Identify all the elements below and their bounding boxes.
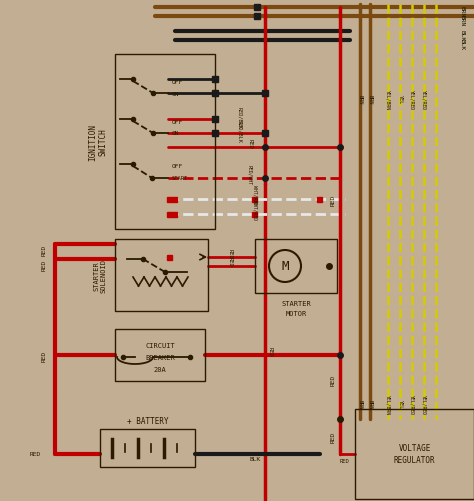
Bar — [167, 212, 173, 217]
Text: YEL/BRN: YEL/BRN — [385, 394, 391, 414]
Text: MOTOR: MOTOR — [285, 311, 307, 316]
Text: RED: RED — [228, 257, 233, 267]
Text: BLK: BLK — [249, 456, 261, 461]
Text: VOLTAGE: VOLTAGE — [398, 443, 431, 452]
Text: ON: ON — [172, 131, 180, 136]
Text: WHT/RED: WHT/RED — [253, 184, 257, 204]
Bar — [100, 429, 195, 467]
Text: BLK: BLK — [459, 31, 465, 42]
Text: BRN: BRN — [459, 7, 465, 18]
Bar — [212, 91, 218, 97]
Text: RED: RED — [340, 458, 350, 463]
Text: OFF: OFF — [172, 119, 183, 124]
Text: REGULATOR: REGULATOR — [394, 455, 435, 464]
Text: RED: RED — [330, 430, 336, 442]
Text: RED/BLK: RED/BLK — [237, 107, 243, 129]
Text: YEL/RED: YEL/RED — [410, 394, 414, 414]
Text: OFF: OFF — [172, 164, 183, 169]
Text: OFF: OFF — [172, 79, 183, 84]
Bar — [212, 117, 218, 123]
Text: 20A: 20A — [154, 366, 166, 372]
Text: BRN: BRN — [459, 16, 465, 27]
Bar — [254, 14, 260, 20]
Text: BRN: BRN — [367, 399, 373, 409]
Text: BRN: BRN — [357, 399, 363, 409]
Text: BREAKER: BREAKER — [145, 354, 175, 360]
Text: YEL/BRN: YEL/BRN — [385, 90, 391, 110]
Text: WHT/RED: WHT/RED — [253, 199, 257, 219]
Bar — [262, 91, 268, 97]
Bar — [173, 197, 177, 202]
Text: RED: RED — [42, 244, 46, 255]
Bar — [318, 197, 322, 202]
Bar — [115, 329, 205, 381]
Text: RED: RED — [228, 248, 233, 259]
Bar — [254, 5, 260, 11]
Bar — [167, 255, 173, 260]
Bar — [115, 239, 208, 312]
Text: ON: ON — [172, 91, 180, 96]
Bar — [262, 131, 268, 137]
Bar — [253, 197, 257, 202]
Text: RED: RED — [29, 451, 41, 456]
Bar — [212, 77, 218, 83]
Text: RED: RED — [247, 139, 253, 149]
Text: BLK: BLK — [459, 39, 465, 51]
Bar — [255, 239, 337, 294]
Text: BRN: BRN — [357, 95, 363, 105]
Bar — [115, 55, 215, 229]
Text: CIRCUIT: CIRCUIT — [145, 342, 175, 348]
Bar — [212, 131, 218, 137]
Text: IGNITION
SWITCH: IGNITION SWITCH — [88, 124, 108, 161]
Text: YEL: YEL — [398, 95, 402, 105]
Text: RED: RED — [330, 374, 336, 385]
Text: STARTER
SOLENOID: STARTER SOLENOID — [93, 259, 107, 293]
Text: RED: RED — [42, 259, 46, 270]
Text: BRN: BRN — [367, 95, 373, 105]
Text: YEL: YEL — [398, 399, 402, 409]
Text: RED: RED — [330, 194, 336, 205]
Text: RED: RED — [267, 346, 273, 356]
Text: START: START — [172, 176, 188, 181]
Text: STARTER: STARTER — [281, 301, 311, 307]
Text: YEL/RED: YEL/RED — [410, 90, 414, 110]
Bar — [253, 212, 257, 217]
Text: RED/WHT: RED/WHT — [247, 165, 253, 185]
Text: YEL/RED: YEL/RED — [421, 90, 427, 110]
Bar — [355, 409, 474, 499]
Text: M: M — [281, 260, 289, 273]
Text: RED/BLK: RED/BLK — [237, 121, 243, 143]
Bar — [167, 197, 173, 202]
Bar — [173, 212, 177, 217]
Text: + BATTERY: + BATTERY — [127, 417, 168, 426]
Text: YEL/RED: YEL/RED — [421, 394, 427, 414]
Text: RED: RED — [42, 350, 46, 361]
